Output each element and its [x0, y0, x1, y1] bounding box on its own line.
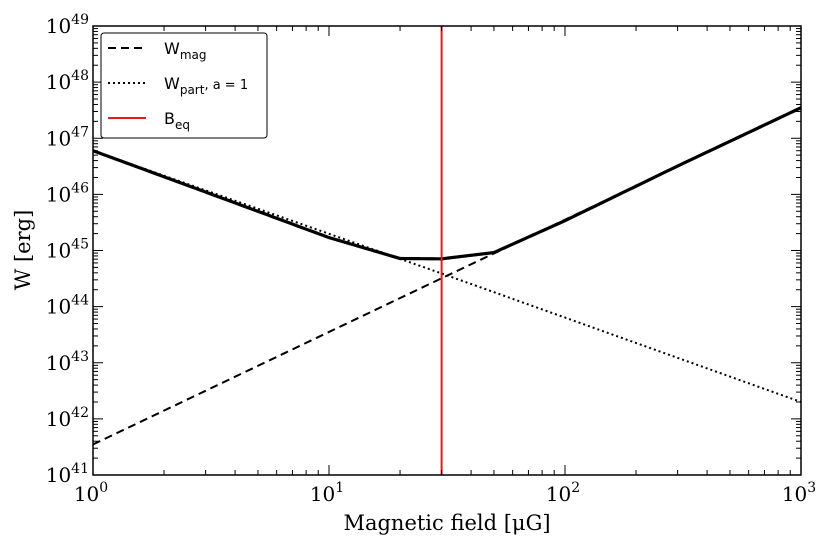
y-tick-label: 1048	[46, 68, 89, 94]
legend-label: Wmag	[164, 39, 207, 62]
x-tick-label: 101	[310, 480, 344, 506]
y-tick-label: 1049	[46, 12, 89, 38]
ticklabel-layer: 100 101 102 103 1041 1042 1043 1044 1045 1046 1047…	[46, 12, 816, 506]
y-tick-label: 1047	[46, 124, 89, 150]
y-tick-label: 1043	[46, 349, 89, 375]
legend: Wmag Wpart, a = 1 Beq	[100, 32, 268, 139]
y-tick-label: 1045	[46, 237, 89, 263]
y-tick-label: 1046	[46, 180, 89, 206]
legend-box	[100, 32, 268, 139]
y-tick-label: 1041	[46, 461, 89, 487]
legend-label: Wpart, a = 1	[164, 74, 248, 97]
x-tick-label: 103	[782, 480, 816, 506]
ticks-layer	[92, 25, 802, 476]
x-axis-title: Magnetic field [μG]	[343, 511, 550, 535]
y-tick-label: 1042	[46, 405, 89, 431]
legend-label: Beq	[164, 109, 190, 132]
series-layer	[92, 26, 802, 475]
y-axis-title: W [erg]	[11, 210, 35, 291]
y-tick-label: 1044	[46, 293, 89, 319]
plot-frame	[92, 25, 802, 476]
x-tick-label: 100	[74, 480, 108, 506]
x-tick-label: 102	[546, 480, 580, 506]
